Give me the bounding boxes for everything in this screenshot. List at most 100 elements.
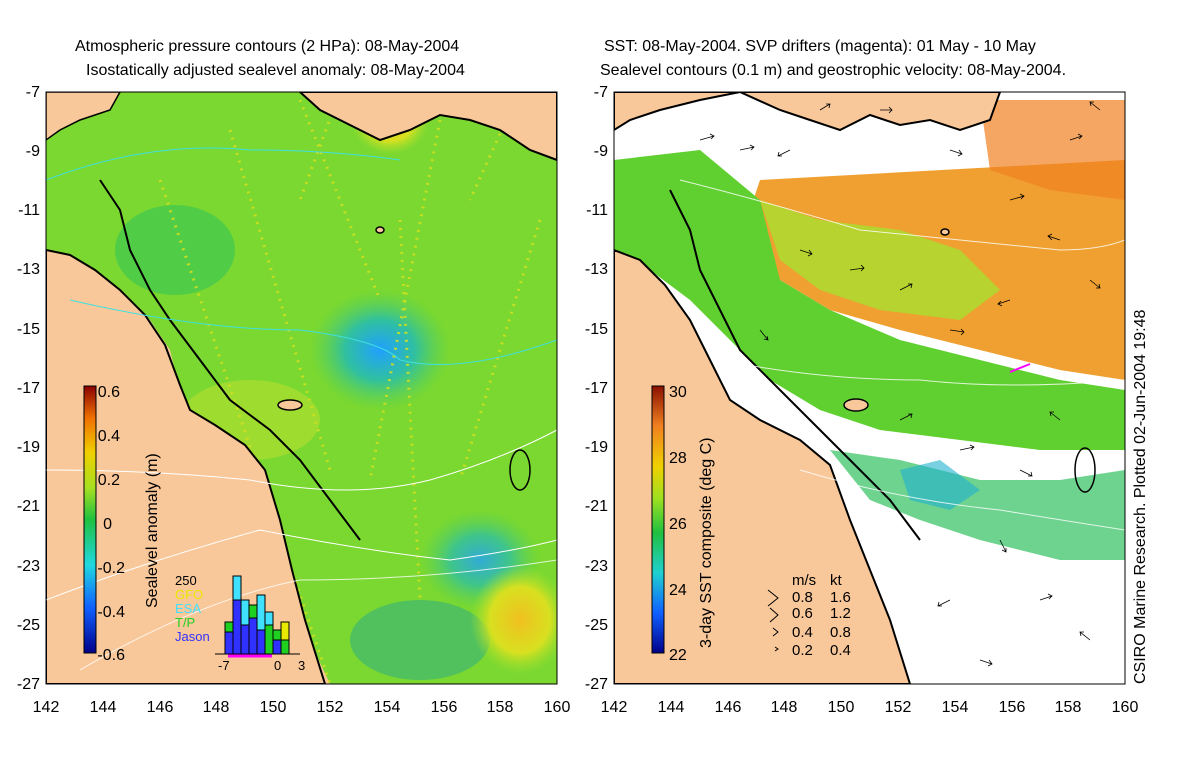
- island: [1074, 447, 1096, 493]
- sla-low-blob: [115, 205, 235, 295]
- left-colorbar-label: Sealevel anomaly (m): [144, 453, 161, 608]
- velocity-ms: 0.8: [792, 589, 813, 606]
- hist-bar: [224, 631, 234, 655]
- left-colorbar: 0.6 0.4 0.2 0 -0.2 -0.4 -0.6 Sealevel an…: [83, 384, 161, 664]
- colorbar-tick: 0.2: [98, 472, 120, 489]
- hist-bar: [240, 599, 250, 626]
- velocity-ms: 0.6: [792, 605, 813, 622]
- velocity-kt: 0.4: [830, 642, 851, 659]
- x-tick-label: 146: [715, 699, 742, 716]
- x-tick-label: 160: [544, 699, 571, 716]
- track-histogram: 250 GFO ESA T/P Jason -7 0 3: [175, 573, 305, 673]
- x-tick-label: 152: [885, 699, 912, 716]
- x-tick-label: 148: [203, 699, 230, 716]
- cape-york-coast: [614, 248, 912, 684]
- y-tick-label: -19: [17, 439, 40, 456]
- y-tick-label: -21: [17, 498, 40, 515]
- cape-york-coast: [614, 92, 741, 132]
- sst-cool-region: [614, 150, 1125, 450]
- right-title-line1: SST: 08-May-2004. SVP drifters (magenta)…: [604, 38, 1036, 55]
- colorbar-tick: 0: [103, 516, 112, 533]
- island: [509, 449, 531, 491]
- sla-low-blob: [310, 290, 450, 410]
- hist-bar: [248, 617, 258, 655]
- y-tick-label: -15: [585, 321, 608, 338]
- x-tick-label: 158: [487, 699, 514, 716]
- velocity-ms: 0.2: [792, 642, 813, 659]
- x-tick-label: 144: [658, 699, 685, 716]
- velocity-legend-kt-header: kt: [830, 572, 843, 589]
- x-tick-label: 152: [317, 699, 344, 716]
- velocity-kt: 1.6: [830, 589, 851, 606]
- velocity-ms: 0.4: [792, 624, 813, 641]
- x-tick-label: 158: [1055, 699, 1082, 716]
- y-tick-label: -15: [17, 321, 40, 338]
- x-tick-label: 142: [33, 699, 60, 716]
- velocity-legend: m/s kt 0.8 1.6 0.6 1.2 0.4 0.8 0.2 0.4: [767, 572, 851, 659]
- x-tick-label: 154: [374, 699, 401, 716]
- x-tick-label: 150: [828, 699, 855, 716]
- sla-low-blob: [350, 600, 490, 680]
- y-tick-label: -11: [18, 202, 40, 219]
- velocity-arrow-0.8: [767, 589, 779, 607]
- y-tick-label: -17: [585, 380, 608, 397]
- y-tick-label: -19: [585, 439, 608, 456]
- legend-tp: T/P: [175, 615, 195, 630]
- legend-jason: Jason: [175, 629, 210, 644]
- histogram-xlabel: -7: [218, 658, 230, 673]
- right-colorbar-tick-labels: 30 28 26 24 22: [669, 384, 687, 664]
- histogram-bars: [224, 575, 290, 655]
- left-title-line2: Isostatically adjusted sealevel anomaly:…: [86, 62, 465, 79]
- velocity-arrow-0.2: [774, 646, 779, 652]
- right-colorbar-gradient: [651, 385, 665, 654]
- y-tick-label: -25: [17, 617, 40, 634]
- y-tick-label: -9: [594, 143, 608, 160]
- island: [843, 398, 869, 412]
- sealevel-contours: [679, 179, 1125, 531]
- left-colorbar-gradient: [83, 385, 97, 654]
- y-tick-label: -13: [17, 261, 40, 278]
- png-landmass: [298, 92, 557, 162]
- y-tick-label: -7: [26, 84, 40, 101]
- hist-bar: [280, 639, 290, 655]
- geostrophic-velocity-arrows: [699, 101, 1101, 667]
- right-colorbar-label: 3-day SST composite (deg C): [698, 438, 715, 648]
- y-tick-label: -27: [585, 676, 608, 693]
- right-title-line2: Sealevel contours (0.1 m) and geostrophi…: [600, 62, 1067, 79]
- colorbar-tick: 30: [669, 384, 687, 401]
- y-tick-label: -13: [585, 261, 608, 278]
- hist-bar: [224, 621, 234, 633]
- hist-bar: [264, 624, 274, 655]
- colorbar-tick: 24: [669, 582, 687, 599]
- colorbar-tick: 28: [669, 450, 687, 467]
- x-tick-label: 156: [431, 699, 458, 716]
- right-colorbar: 30 28 26 24 22 3-day SST composite (deg …: [651, 384, 715, 664]
- x-tick-label: 160: [1112, 699, 1139, 716]
- reef-outline: [669, 189, 921, 541]
- left-y-axis: -7 -9 -11 -13 -15 -17 -19 -21 -23 -25 -2…: [17, 84, 40, 693]
- y-tick-label: -27: [17, 676, 40, 693]
- right-map-frame: [613, 91, 1126, 685]
- hist-bar: [256, 594, 266, 631]
- x-tick-label: 156: [999, 699, 1026, 716]
- y-tick-label: -23: [585, 558, 608, 575]
- left-map-frame: [45, 91, 558, 685]
- hist-bar: [256, 629, 266, 655]
- colorbar-tick: 22: [669, 647, 687, 664]
- hist-bar: [280, 621, 290, 641]
- left-title-line1: Atmospheric pressure contours (2 HPa): 0…: [75, 38, 460, 55]
- histogram-xlabel: 3: [298, 658, 305, 673]
- hist-bar: [232, 599, 242, 655]
- velocity-kt: 1.2: [830, 605, 851, 622]
- y-tick-label: -7: [594, 84, 608, 101]
- y-tick-label: -17: [17, 380, 40, 397]
- x-tick-label: 142: [601, 699, 628, 716]
- png-landmass: [739, 92, 1002, 132]
- colorbar-tick: -0.4: [97, 604, 125, 621]
- colorbar-tick: 26: [669, 516, 687, 533]
- left-colorbar-tick-labels: 0.6 0.4 0.2 0 -0.2 -0.4 -0.6: [97, 384, 125, 664]
- right-map: [614, 92, 1125, 684]
- island: [940, 228, 950, 236]
- velocity-kt: 0.8: [830, 624, 851, 641]
